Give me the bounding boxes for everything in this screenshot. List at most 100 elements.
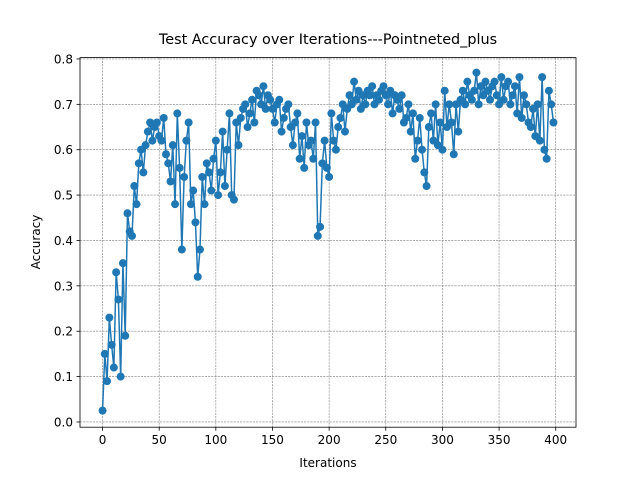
data-point — [218, 127, 227, 136]
data-point — [352, 95, 361, 104]
data-point — [141, 141, 150, 150]
x-tick-label: 250 — [374, 433, 397, 447]
data-point — [461, 100, 470, 109]
data-point — [189, 186, 198, 195]
data-point — [538, 73, 547, 82]
data-point — [128, 231, 137, 240]
data-point — [300, 163, 309, 172]
x-tick-label: 150 — [261, 433, 284, 447]
data-point — [395, 104, 404, 113]
data-point — [440, 86, 449, 95]
data-point — [134, 159, 143, 168]
data-point — [490, 77, 499, 86]
plot-frame — [79, 57, 577, 428]
data-point — [132, 200, 141, 209]
data-point — [225, 109, 234, 118]
data-point — [184, 118, 193, 127]
data-point — [168, 141, 177, 150]
data-point — [470, 86, 479, 95]
data-point — [526, 123, 535, 132]
data-point — [379, 82, 388, 91]
data-point — [422, 182, 431, 191]
data-point — [549, 118, 558, 127]
data-point — [148, 136, 157, 145]
data-point — [506, 100, 515, 109]
data-point — [544, 86, 553, 95]
data-point — [241, 100, 250, 109]
x-tick-label: 100 — [204, 433, 227, 447]
data-point — [279, 113, 288, 122]
data-point — [508, 91, 517, 100]
data-point — [438, 145, 447, 154]
data-point — [504, 77, 513, 86]
data-point — [463, 77, 472, 86]
data-point — [159, 113, 168, 122]
data-point — [322, 163, 331, 172]
data-point — [220, 182, 229, 191]
data-point — [107, 340, 116, 349]
x-tick-label: 350 — [488, 433, 511, 447]
data-point — [121, 331, 130, 340]
data-point — [340, 127, 349, 136]
data-point — [454, 127, 463, 136]
data-point — [114, 295, 123, 304]
data-point — [112, 268, 121, 277]
data-point — [309, 154, 318, 163]
data-point — [277, 127, 286, 136]
x-tick-label: 300 — [431, 433, 454, 447]
data-point — [139, 168, 148, 177]
data-point — [229, 195, 238, 204]
data-point — [180, 172, 189, 181]
data-point — [311, 118, 320, 127]
data-point — [302, 118, 311, 127]
data-line — [101, 72, 555, 411]
data-point — [186, 200, 195, 209]
data-point — [542, 154, 551, 163]
data-point — [320, 136, 329, 145]
data-point — [291, 118, 300, 127]
data-point — [329, 136, 338, 145]
data-point — [211, 136, 220, 145]
data-point — [157, 136, 166, 145]
x-tick-label: 400 — [544, 433, 567, 447]
data-point — [182, 136, 191, 145]
y-tick-label: 0.7 — [54, 98, 73, 112]
data-point — [191, 218, 200, 227]
data-point — [492, 91, 501, 100]
data-point — [411, 154, 420, 163]
data-point — [254, 91, 263, 100]
data-point — [98, 406, 107, 415]
data-point — [175, 163, 184, 172]
data-point — [413, 136, 422, 145]
data-point — [365, 91, 374, 100]
data-point — [397, 91, 406, 100]
data-point — [161, 150, 170, 159]
data-point — [458, 86, 467, 95]
data-point — [209, 154, 218, 163]
data-point — [123, 209, 132, 218]
data-point — [420, 168, 429, 177]
data-point — [297, 132, 306, 141]
data-point — [431, 100, 440, 109]
y-tick-label: 0.5 — [54, 189, 73, 203]
data-point — [540, 145, 549, 154]
data-point — [424, 123, 433, 132]
data-point — [105, 313, 114, 322]
chart-title: Test Accuracy over Iterations---Pointnet… — [158, 32, 497, 48]
data-point — [284, 100, 293, 109]
data-point — [152, 118, 161, 127]
data-point — [336, 113, 345, 122]
data-point — [345, 91, 354, 100]
data-point — [177, 245, 186, 254]
data-point — [499, 95, 508, 104]
data-point — [202, 159, 211, 168]
data-point — [143, 127, 152, 136]
data-point — [325, 172, 334, 181]
data-point — [331, 145, 340, 154]
data-point — [214, 191, 223, 200]
data-point — [288, 141, 297, 150]
x-tick-label: 50 — [152, 433, 167, 447]
data-point — [234, 141, 243, 150]
